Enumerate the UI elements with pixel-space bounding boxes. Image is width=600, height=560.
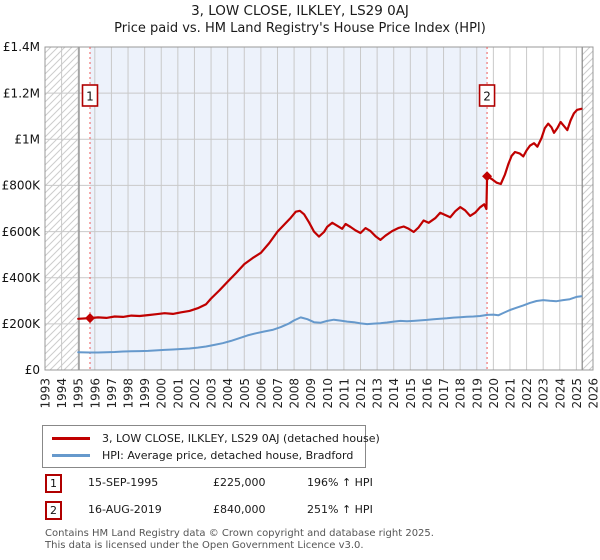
x-axis-tick-label: 2011 — [337, 378, 351, 409]
y-axis-tick-label: £200K — [2, 317, 42, 331]
sale-point-marker — [85, 313, 96, 324]
x-axis-tick-label: 2015 — [404, 378, 418, 409]
sale-number-box — [81, 84, 99, 107]
x-axis-tick-label: 1999 — [138, 378, 152, 409]
hpi-average-line — [77, 295, 583, 354]
sale-2-price: £840,000 — [213, 503, 266, 516]
x-axis-tick-label: 2024 — [553, 378, 567, 409]
x-axis-tick-label: 1995 — [72, 378, 86, 409]
sale-1-number-box: 1 — [45, 474, 62, 493]
no-data-hatch-region — [582, 47, 593, 370]
sale-annotation-row-1: 1 15-SEP-1995 £225,000 196% ↑ HPI — [45, 474, 445, 494]
x-axis-tick-label: 2006 — [254, 378, 268, 409]
y-axis-tick-label: £1.4M — [3, 40, 40, 54]
sale-point-marker — [482, 171, 493, 182]
y-axis-tick-label: £600K — [2, 225, 42, 239]
sale-annotation-row-2: 2 16-AUG-2019 £840,000 251% ↑ HPI — [45, 501, 445, 521]
y-axis-tick-label: £0 — [25, 363, 40, 377]
x-axis-tick-label: 2026 — [587, 378, 600, 409]
x-axis-tick-label: 2004 — [221, 378, 235, 409]
y-axis-tick-label: £1M — [14, 132, 40, 146]
plot-border — [44, 46, 594, 371]
between-sales-shaded-region — [90, 47, 488, 370]
x-axis-tick-label: 2016 — [420, 378, 434, 409]
x-axis-tick-label: 2009 — [304, 378, 318, 409]
x-axis-tick-label: 1996 — [88, 378, 102, 409]
x-axis-tick-label: 2023 — [537, 378, 551, 409]
sale-number-box — [478, 84, 496, 107]
x-axis-tick-label: 2014 — [387, 378, 401, 409]
x-axis-tick-label: 1994 — [55, 378, 69, 409]
x-axis-tick-label: 2025 — [570, 378, 584, 409]
x-axis-tick-label: 1998 — [122, 378, 136, 409]
sale-1-date: 15-SEP-1995 — [88, 476, 159, 489]
sale-2-hpi-change: 251% ↑ HPI — [307, 503, 373, 516]
x-axis-tick-label: 2022 — [520, 378, 534, 409]
legend-item-hpi: HPI: Average price, detached house, Brad… — [52, 447, 365, 464]
x-axis-tick-label: 2000 — [155, 378, 169, 409]
x-axis-tick-label: 2018 — [454, 378, 468, 409]
legend-label-property: 3, LOW CLOSE, ILKLEY, LS29 0AJ (detached… — [102, 432, 380, 445]
page-title: 3, LOW CLOSE, ILKLEY, LS29 0AJ — [191, 3, 409, 19]
x-axis-tick-label: 2002 — [188, 378, 202, 409]
sale-number-label: 1 — [86, 90, 94, 104]
x-axis-tick-label: 1997 — [105, 378, 119, 409]
legend-label-hpi: HPI: Average price, detached house, Brad… — [102, 449, 354, 462]
legend-item-property: 3, LOW CLOSE, ILKLEY, LS29 0AJ (detached… — [52, 430, 380, 447]
legend-swatch-hpi-line — [52, 454, 90, 457]
x-axis-tick-label: 1993 — [39, 378, 53, 409]
x-axis-tick-label: 2008 — [288, 378, 302, 409]
y-axis-tick-label: £800K — [2, 179, 42, 193]
sale-number-label: 2 — [483, 90, 491, 104]
x-axis-tick-label: 2019 — [470, 378, 484, 409]
x-axis-tick-label: 2007 — [271, 378, 285, 409]
x-axis-tick-label: 2001 — [171, 378, 185, 409]
x-axis-tick-label: 2013 — [371, 378, 385, 409]
y-axis-tick-label: £400K — [2, 271, 42, 285]
license-footer: Contains HM Land Registry data © Crown c… — [45, 528, 434, 551]
sale-2-number-box: 2 — [45, 501, 62, 520]
x-axis-tick-label: 2012 — [354, 378, 368, 409]
footer-line-1: Contains HM Land Registry data © Crown c… — [45, 528, 434, 539]
property-price-line — [77, 107, 583, 320]
x-axis-tick-label: 2010 — [321, 378, 335, 409]
sale-2-date: 16-AUG-2019 — [88, 503, 162, 516]
x-axis-tick-label: 2017 — [437, 378, 451, 409]
chart-legend: 3, LOW CLOSE, ILKLEY, LS29 0AJ (detached… — [42, 425, 380, 468]
x-axis-tick-label: 2005 — [238, 378, 252, 409]
y-axis-tick-label: £1.2M — [3, 86, 40, 100]
legend-swatch-property-line — [52, 437, 90, 440]
x-axis-tick-label: 2021 — [503, 378, 517, 409]
x-axis-tick-label: 2020 — [487, 378, 501, 409]
footer-line-2: This data is licensed under the Open Gov… — [45, 539, 364, 551]
x-axis-tick-label: 2003 — [205, 378, 219, 409]
sale-1-hpi-change: 196% ↑ HPI — [307, 476, 373, 489]
page-subtitle: Price paid vs. HM Land Registry's House … — [114, 21, 486, 36]
sale-1-price: £225,000 — [213, 476, 266, 489]
